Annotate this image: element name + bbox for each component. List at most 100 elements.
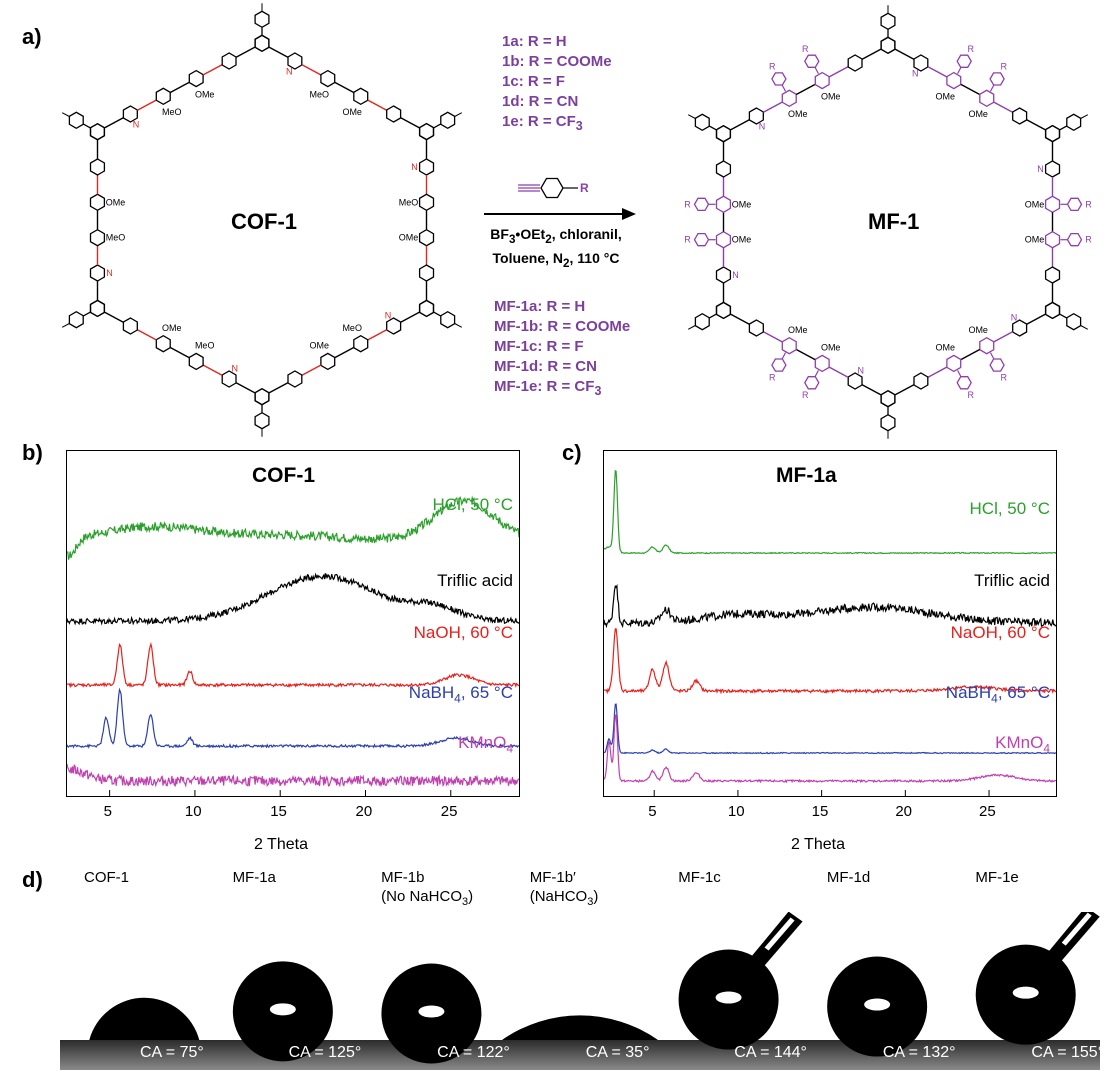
terminal-bond: [433, 123, 441, 129]
framework-bond: [960, 83, 981, 96]
terminal-phenyl-ring: [1066, 312, 1082, 331]
substrate: [60, 1040, 1100, 1070]
framework-ring: [418, 264, 435, 282]
product-item-1: MF-1b: R = COOMe: [494, 318, 631, 335]
pxrd-trace-3: [67, 687, 519, 749]
imine-n-label: N: [106, 268, 113, 278]
cof-1-title: COF-1: [231, 209, 297, 234]
droplet-5: [827, 956, 928, 1057]
framework-bond: [927, 366, 948, 378]
framework-ring: [418, 299, 435, 318]
imine-n-label: N: [858, 366, 865, 376]
terminal-phenyl-ring: [880, 413, 896, 432]
r-group-label: R: [968, 44, 975, 54]
pxrd-chart-cof-1: COF-1 HCl, 50 °C Triflic acid NaOH, 60 °…: [66, 450, 520, 797]
framework-bond: [235, 46, 256, 58]
panel-b-label: b): [22, 440, 43, 465]
pendant-aryl-ring: [989, 72, 1005, 86]
droplet-shape: [89, 997, 200, 1040]
continuation-bond: [1080, 325, 1089, 330]
pendant-bond: [814, 370, 819, 377]
terminal-bond: [433, 311, 441, 317]
contact-angle-value: CA = 132°: [882, 1044, 956, 1061]
framework-ring: [946, 71, 962, 90]
x-tick-label: 5: [103, 803, 112, 820]
pendant-aryl-ring: [771, 72, 787, 86]
x-tick-label: 5: [648, 803, 657, 820]
trace-label-nabh4: NaBH4, 65 °C: [408, 683, 513, 706]
framework-ring: [221, 370, 237, 388]
continuation-bond: [61, 112, 70, 117]
pendant-aryl-ring: [693, 197, 710, 212]
trace-label-triflic: Triflic acid: [437, 571, 513, 590]
framework-ring: [979, 336, 995, 355]
framework-ring: [89, 158, 106, 176]
droplet-3: [502, 1015, 658, 1040]
mf-1-structure: N R OMe R OMe N R OMe R OMe N R OMe R OMe N R OMe R OMe N R OM…: [684, 5, 1092, 439]
methoxy-label: OMe: [310, 341, 330, 351]
framework-bond: [202, 364, 223, 376]
contact-angle-value: CA = 75°: [140, 1044, 204, 1061]
syringe-needle-glare: [1061, 912, 1092, 946]
droplet-6: [975, 912, 1100, 1045]
trace-label-naoh: NaOH, 60 °C: [413, 623, 513, 642]
framework-bond: [137, 329, 157, 341]
r-group-label: R: [802, 44, 809, 54]
framework-ring: [913, 372, 929, 390]
methoxy-label: OMe: [968, 109, 988, 119]
framework-bond: [400, 117, 420, 129]
reagent-item-4: 1e: R = CF3: [502, 113, 583, 133]
product-item-2: MF-1c: R = F: [494, 338, 584, 355]
drop-name-label: MF-1d: [826, 869, 871, 886]
framework-ring: [715, 230, 732, 249]
framework-ring: [89, 299, 106, 318]
framework-ring: [1044, 301, 1061, 320]
pxrd-trace-0: [604, 469, 1056, 555]
imine-n-label: N: [1011, 312, 1018, 322]
terminal-phenyl-ring: [440, 111, 456, 130]
methoxy-label: MeO: [342, 323, 362, 333]
framework-bond: [993, 331, 1013, 343]
pxrd-trace-1: [604, 583, 1056, 629]
terminal-phenyl-ring: [440, 310, 456, 329]
continuation-bond: [61, 323, 70, 328]
r-group-label: R: [769, 372, 776, 382]
terminal-phenyl-ring: [254, 411, 270, 430]
framework-bond: [861, 384, 882, 396]
panel-c-label: c): [562, 440, 582, 465]
pendant-aryl-ring: [771, 358, 787, 372]
trace-label-kmno4: KMnO4: [995, 733, 1050, 756]
framework-bond: [1026, 313, 1046, 325]
framework-ring: [880, 389, 896, 408]
r-group-label: R: [684, 235, 691, 245]
droplet-0: [89, 997, 200, 1040]
reaction-conditions: BF3•OEt2, chloranil, Toluene, N2, 110 °C: [466, 225, 646, 273]
pxrd-trace-4: [67, 763, 519, 788]
panel-a-label: a): [22, 24, 42, 49]
framework-bond: [795, 348, 816, 361]
methoxy-label: OMe: [399, 233, 419, 243]
pendant-bond: [781, 84, 787, 92]
framework-bond: [993, 101, 1013, 113]
reaction-arrowhead: [622, 208, 636, 220]
reagent-item-3: 1d: R = CN: [502, 93, 579, 110]
imine-n-label: N: [912, 69, 919, 79]
drop-name-label: MF-1b (No NaHCO3): [381, 869, 474, 908]
syringe-needle-glare: [764, 917, 795, 951]
framework-ring: [418, 158, 435, 176]
methoxy-label: MeO: [162, 107, 182, 117]
drop-name-label: MF-1a: [232, 869, 276, 886]
framework-bond: [301, 364, 322, 376]
pxrd-chart-mf-1a: MF-1a HCl, 50 °C Triflic acid NaOH, 60 °…: [603, 450, 1057, 797]
droplet-highlight: [715, 991, 742, 1004]
trace-label-hcl: HCl, 50 °C: [969, 499, 1050, 518]
drop-name-label: MF-1c: [678, 869, 721, 886]
methoxy-label: OMe: [821, 92, 841, 102]
imine-n-label: N: [232, 364, 239, 374]
r-group-label: R: [769, 62, 776, 72]
framework-ring: [254, 387, 270, 406]
framework-ring: [418, 193, 435, 212]
framework-bond: [137, 99, 157, 111]
framework-ring: [287, 52, 303, 70]
framework-ring: [89, 264, 106, 282]
